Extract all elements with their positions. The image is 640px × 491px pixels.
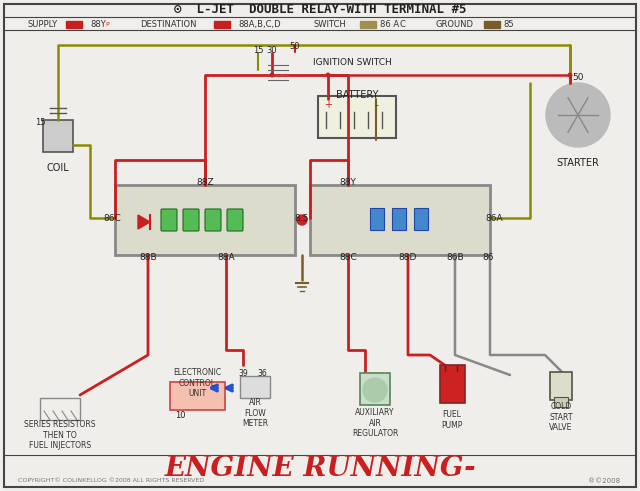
Bar [318,96,396,138]
Text: 39: 39 [238,369,248,378]
Text: 88A: 88A [217,252,235,262]
Text: 50: 50 [572,73,584,82]
Bar [240,376,270,398]
Bar [360,373,390,405]
Bar [115,185,295,255]
Circle shape [270,73,274,77]
Text: AIR
FLOW
METER: AIR FLOW METER [242,398,268,428]
Text: 8.5: 8.5 [295,214,309,222]
Text: -: - [374,100,378,110]
Text: 88Y: 88Y [90,20,106,28]
Text: IGNITION SWITCH: IGNITION SWITCH [313,57,392,66]
Text: STARTER: STARTER [557,158,600,168]
Text: ®©2008: ®©2008 [588,478,620,484]
Circle shape [546,83,610,147]
Bar [484,21,500,27]
Text: 86C: 86C [103,214,121,222]
Bar [66,21,82,27]
Text: SERIES RESISTORS
THEN TO
FUEL INJECTORS: SERIES RESISTORS THEN TO FUEL INJECTORS [24,420,96,450]
Text: 88C: 88C [339,252,357,262]
Bar [226,20,234,28]
Text: 30: 30 [267,46,277,55]
Text: 36: 36 [257,369,267,378]
Bar [394,20,402,28]
Text: C: C [400,20,406,28]
Bar [370,208,384,230]
Bar [550,372,572,400]
Text: 88Y: 88Y [340,178,356,187]
Text: SUPPLY: SUPPLY [28,20,58,28]
Bar [103,20,111,28]
Circle shape [568,73,572,77]
Text: COLD
START
VALVE: COLD START VALVE [549,402,573,432]
Text: +: + [324,100,332,110]
Text: 15: 15 [253,46,263,55]
Text: 88A,B,C,D: 88A,B,C,D [238,20,280,28]
Text: 88B: 88B [139,252,157,262]
Text: 86: 86 [483,252,493,262]
Text: AUXILIARY
AIR
REGULATOR: AUXILIARY AIR REGULATOR [352,408,398,438]
Text: 86B: 86B [446,252,464,262]
Bar [214,21,230,27]
Bar [440,365,465,403]
FancyBboxPatch shape [161,209,177,231]
Text: BATTERY: BATTERY [336,90,378,100]
Circle shape [326,73,330,77]
Text: 50: 50 [290,42,300,51]
FancyBboxPatch shape [183,209,199,231]
Bar [43,120,73,152]
Text: ELECTRONIC
CONTROL
UNIT: ELECTRONIC CONTROL UNIT [173,368,221,398]
Text: P: P [105,22,109,27]
Bar [554,397,568,407]
Polygon shape [138,215,150,229]
Bar [170,382,225,410]
Text: 85: 85 [503,20,514,28]
Bar [310,185,490,255]
Circle shape [363,378,387,402]
Text: GROUND: GROUND [436,20,474,28]
Text: COIL: COIL [47,163,69,173]
Circle shape [297,215,307,225]
Bar [40,398,80,420]
Bar [414,208,428,230]
Text: ENGINE RUNNING-: ENGINE RUNNING- [164,455,476,482]
Text: 88Z: 88Z [196,178,214,187]
Text: FUEL
PUMP: FUEL PUMP [442,410,463,430]
Text: 86 A: 86 A [380,20,399,28]
FancyBboxPatch shape [205,209,221,231]
Bar [360,21,376,27]
Text: 15: 15 [35,117,45,127]
Text: ⊙  L-JET  DOUBLE RELAY-WITH TERMINAL #5: ⊙ L-JET DOUBLE RELAY-WITH TERMINAL #5 [173,2,467,16]
FancyBboxPatch shape [227,209,243,231]
Text: COPYRIGHT© COLINKELLOG ©2008 ALL RIGHTS RESERVED: COPYRIGHT© COLINKELLOG ©2008 ALL RIGHTS … [18,479,204,484]
Text: DESTINATION: DESTINATION [140,20,196,28]
Text: 86A: 86A [485,214,503,222]
Text: 10: 10 [175,410,185,419]
Text: SWITCH: SWITCH [314,20,346,28]
Bar [392,208,406,230]
Text: 88D: 88D [399,252,417,262]
